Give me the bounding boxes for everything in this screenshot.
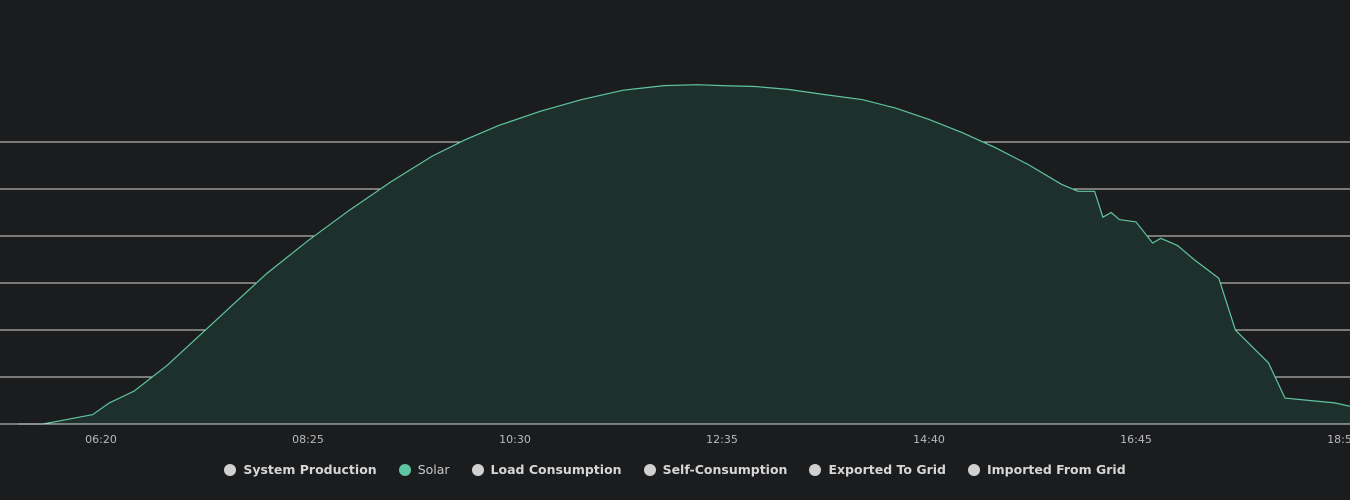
legend-item[interactable]: Solar [398,462,450,477]
legend-item[interactable]: System Production [224,462,377,477]
x-tick-label: 14:40 [913,433,945,446]
solar-area-chart: 06:20 08:25 10:30 12:35 14:40 16:45 18:50 [0,84,1350,446]
x-tick-label: 12:35 [706,433,738,446]
legend-dot-icon [643,463,656,476]
solar-area-fill [18,84,1350,424]
x-axis-ticks: 06:20 08:25 10:30 12:35 14:40 16:45 18:50 [85,433,1350,446]
legend-label: Exported To Grid [828,462,946,477]
x-tick-label: 10:30 [499,433,531,446]
legend-dot-icon [809,463,822,476]
legend-label: Load Consumption [490,462,622,477]
x-tick-label: 16:45 [1120,433,1152,446]
legend-item[interactable]: Imported From Grid [967,462,1126,477]
legend-label: Self-Consumption [662,462,788,477]
solar-series-line [18,84,1350,425]
legend-item[interactable]: Load Consumption [471,462,622,477]
legend-dot-icon [398,463,411,476]
legend-item[interactable]: Exported To Grid [809,462,946,477]
chart-legend: System Production Solar Load Consumption Se… [0,462,1350,477]
x-tick-label: 08:25 [292,433,324,446]
legend-dot-icon [471,463,484,476]
x-tick-label: 18:50 [1327,433,1350,446]
legend-label: Solar [417,462,450,477]
legend-dot-icon [224,463,237,476]
x-tick-label: 06:20 [85,433,117,446]
legend-label: Imported From Grid [986,462,1126,477]
legend-label: System Production [243,462,377,477]
legend-item[interactable]: Self-Consumption [643,462,788,477]
legend-dot-icon [967,463,980,476]
